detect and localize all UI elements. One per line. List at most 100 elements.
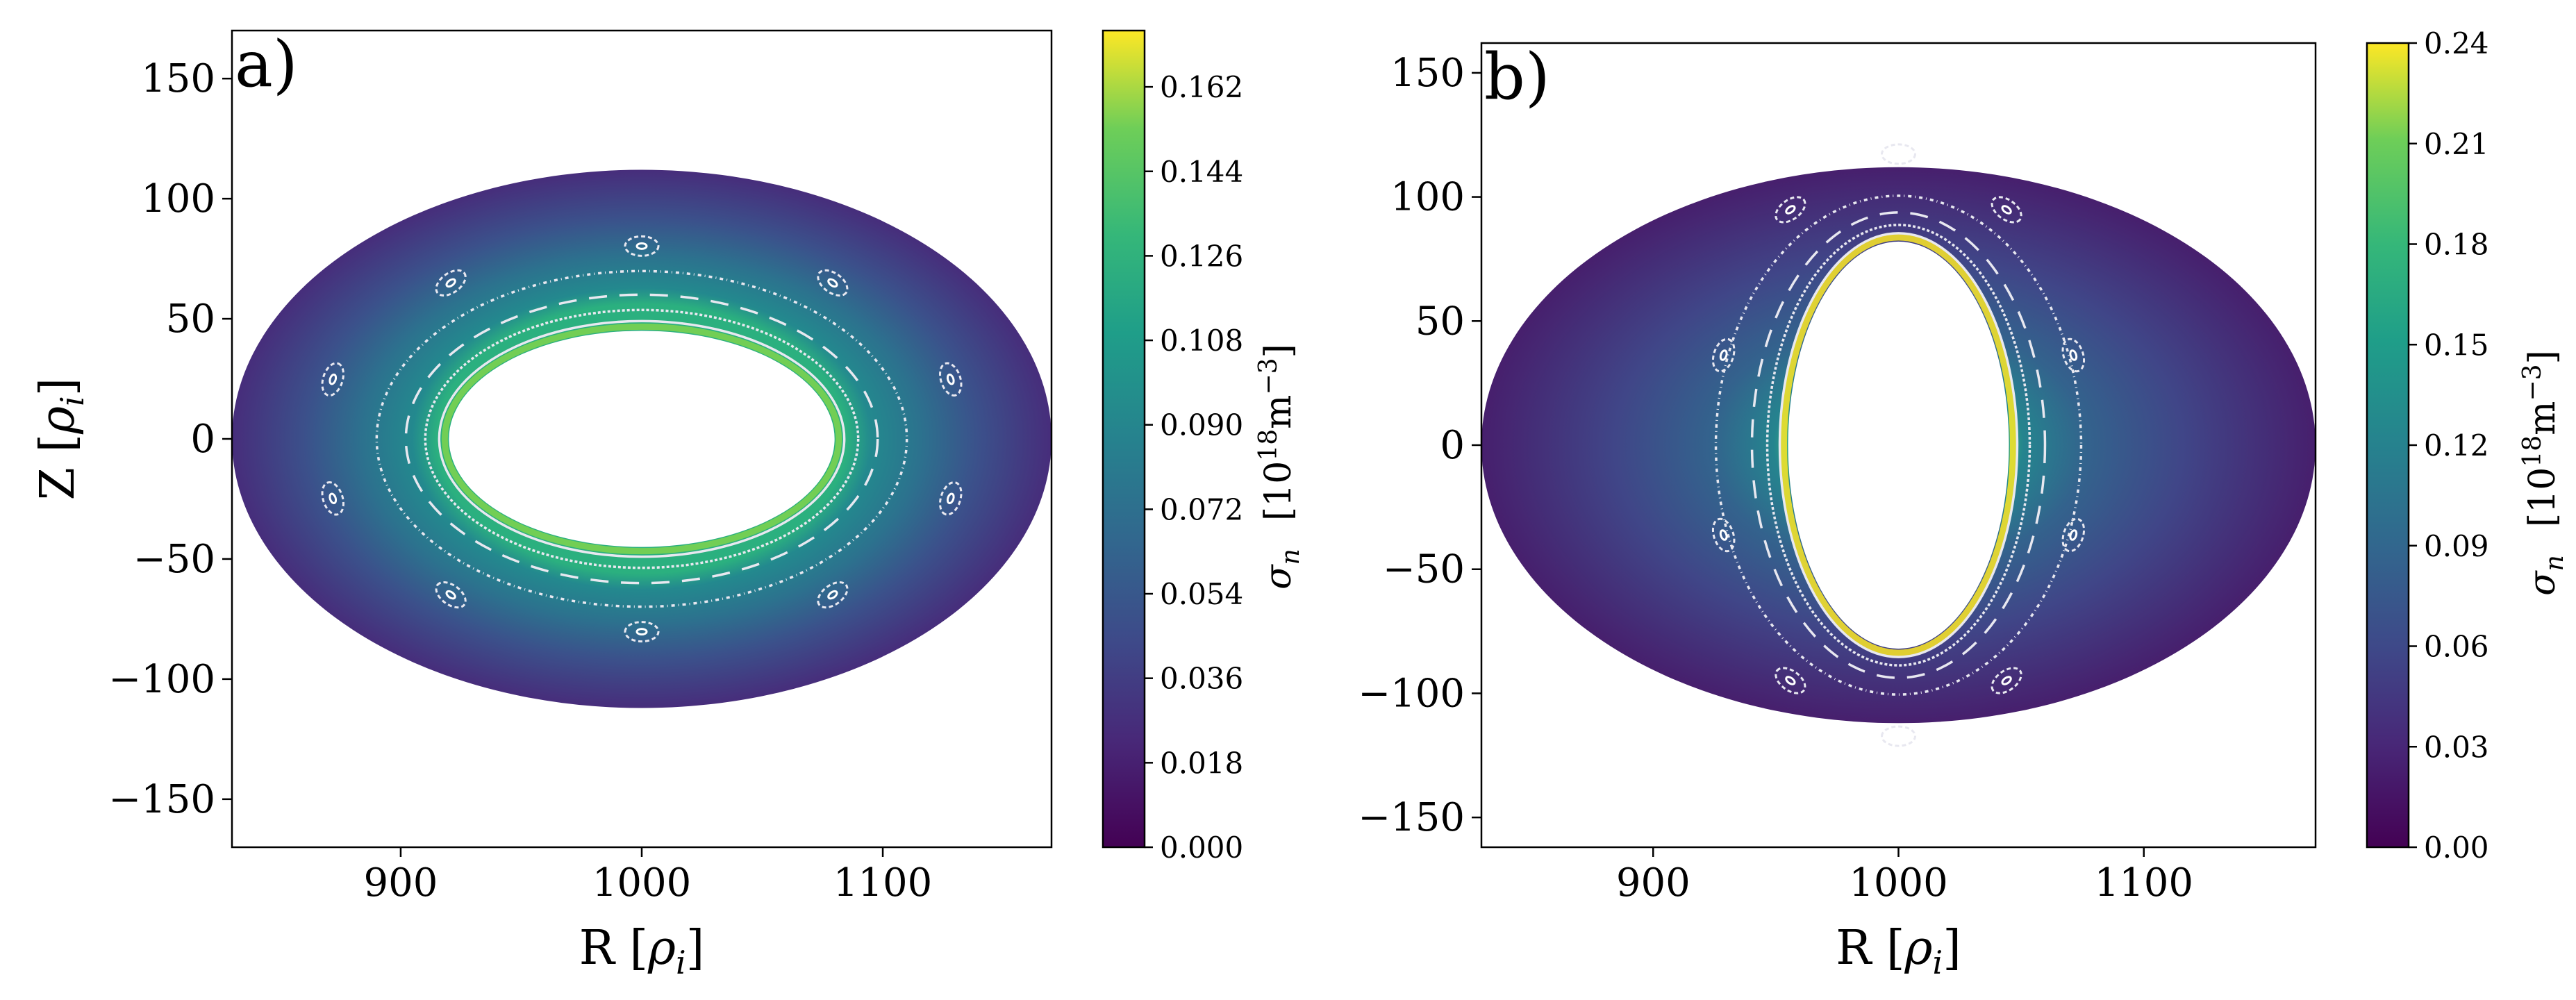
island-core [329,492,338,505]
panel-b-y-ticks: 150 100 50 0 −50 −100 −150 [1358,51,1481,840]
colorbar-tick-label: 0.072 [1160,492,1243,526]
panel-a-colorbar: 0.000 0.018 0.036 0.054 0.072 0.090 0.108 0.126… [1102,29,1305,865]
island-contour [1775,196,1806,224]
field-line [1714,194,2083,696]
island-contour [1881,143,1916,165]
island-contour [2061,517,2086,553]
field-line [438,319,846,558]
island-core [329,373,338,385]
field-line [1778,232,2019,658]
island-contour [1991,196,2022,224]
island-core [2069,349,2078,361]
island-contour [817,269,849,297]
y-tick-label: 0 [1440,423,1465,468]
colorbar-tick-label: 0.018 [1160,746,1243,780]
y-tick-label: 100 [1390,175,1465,220]
island-contour [624,235,660,257]
island-core [1893,150,1904,158]
colorbar-tick-label: 0.18 [2424,228,2489,262]
y-tick-label: 50 [166,297,215,342]
colorbar-tick-label: 0.03 [2424,730,2489,764]
colorbar-tick-label: 0.000 [1160,831,1243,865]
field-line [375,269,908,608]
island-contour [939,362,963,397]
panel-a-colorbar-label: σn[1018m−3] [1254,344,1305,590]
island-core [445,590,456,600]
x-tick-label: 1100 [833,860,933,906]
colorbar-tick-label: 0.144 [1160,155,1243,189]
panel-b-colorbar-label: σn[1018m−3] [2518,350,2569,596]
island-core [946,373,955,385]
island-core [2001,676,2012,685]
island-contour [939,481,963,516]
panel-a: 900 1000 1100 150 100 50 0 −50 −100 −150 a) R [ρ… [31,27,1305,981]
field-lines [1711,143,2086,747]
island-core [827,278,838,288]
panel-a-x-axis-label: R [ρi] [579,921,705,981]
colorbar-tick-label: 0.054 [1160,577,1243,611]
island-contour [321,362,344,397]
panel-b-colorbar-ticks: 0.00 0.03 0.06 0.09 0.12 0.15 0.18 0.21 0.24 [2409,26,2489,865]
x-tick-label: 1000 [1849,860,1948,906]
island-core [635,628,648,636]
field-lines [321,235,963,643]
y-tick-label: −150 [1358,795,1465,840]
panel-b-colorbar: 0.00 0.03 0.06 0.09 0.12 0.15 0.18 0.21 0.24 σn[… [2366,26,2569,865]
island-contour [1775,667,1806,694]
island-contour [1991,667,2022,694]
density-field [232,169,1052,708]
colorbar-tick-label: 0.126 [1160,239,1243,273]
island-core [635,242,648,250]
island-core [1719,529,1728,541]
island-core [946,492,955,505]
field-line [1765,224,2031,667]
panel-b-colorbar-bar [2366,42,2410,849]
island-core [2069,529,2078,541]
x-tick-label: 1100 [2094,860,2193,906]
panel-b: 900 1000 1100 150 100 50 0 −50 −100 −150 b) R [ρ… [1358,26,2569,981]
colorbar-tick-label: 0.162 [1160,70,1243,104]
panel-a-colorbar-ticks: 0.000 0.018 0.036 0.054 0.072 0.090 0.108 0.126… [1145,70,1243,865]
island-core [827,590,838,600]
panel-a-colorbar-bar [1102,29,1146,849]
island-core [2001,205,2012,215]
island-core [1785,676,1796,685]
colorbar-tick-label: 0.108 [1160,324,1243,358]
y-tick-label: −50 [1383,547,1465,592]
island-core [1785,205,1796,215]
field-line [424,308,860,569]
y-tick-label: 100 [141,176,215,222]
colorbar-tick-label: 0.036 [1160,662,1243,696]
panel-a-x-ticks: 900 1000 1100 [363,847,932,906]
y-tick-label: −50 [133,537,215,582]
inner-edge-band [1781,234,2016,656]
island-contour [435,581,467,609]
y-tick-label: 150 [1390,51,1465,96]
field-line [404,293,879,585]
panel-b-x-axis-label: R [ρi] [1836,921,1961,981]
panel-a-y-ticks: 150 100 50 0 −50 −100 −150 [108,56,232,822]
island-core [1893,732,1904,740]
x-tick-label: 900 [1616,860,1690,906]
panel-b-plot-area [1481,143,2316,747]
y-tick-label: 50 [1415,299,1465,344]
island-contour [435,269,467,297]
island-core [1719,349,1728,361]
colorbar-tick-label: 0.15 [2424,328,2489,362]
panel-b-x-ticks: 900 1000 1100 [1616,847,2193,906]
colorbar-tick-label: 0.21 [2424,127,2489,161]
island-contour [817,581,849,609]
colorbar-tick-label: 0.12 [2424,428,2489,462]
x-tick-label: 900 [363,860,438,906]
y-tick-label: −150 [108,777,215,822]
colorbar-tick-label: 0.06 [2424,630,2489,664]
island-contour [321,481,344,516]
y-tick-label: −100 [1358,671,1465,716]
colorbar-tick-label: 0.09 [2424,529,2489,563]
island-contour [1711,517,1736,553]
panel-a-plot-area [232,169,1052,708]
y-tick-label: −100 [108,657,215,702]
colorbar-tick-label: 0.24 [2424,26,2489,60]
y-tick-label: 0 [190,417,215,462]
